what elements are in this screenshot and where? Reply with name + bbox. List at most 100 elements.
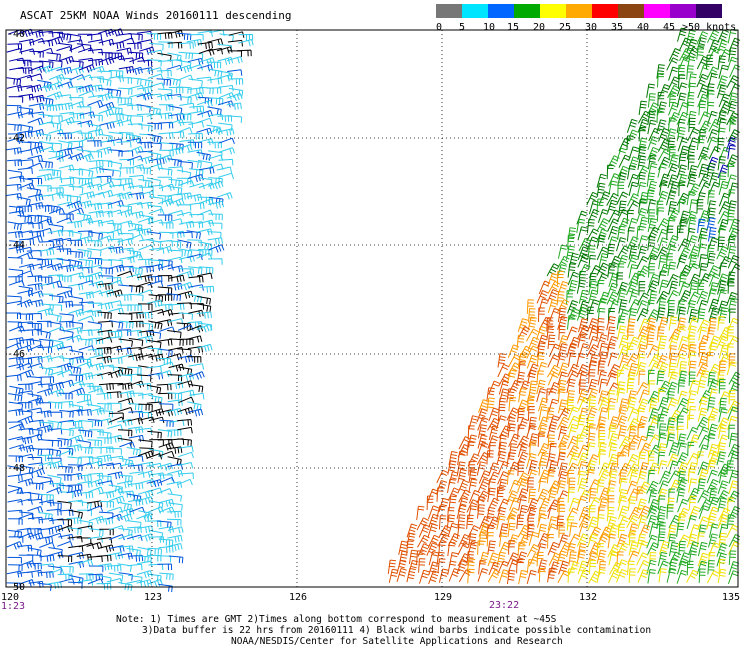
wind-barb (167, 146, 184, 155)
wind-barb (38, 461, 55, 469)
wind-barb (99, 245, 116, 254)
wind-barb (526, 396, 535, 412)
wind-barb (687, 343, 697, 359)
wind-barb (146, 384, 162, 394)
wind-barb (668, 479, 681, 494)
wind-barb (638, 281, 646, 296)
wind-barb (526, 424, 537, 439)
wind-barb (666, 504, 674, 519)
wind-barb (446, 514, 456, 529)
wind-barb (556, 452, 566, 467)
wind-barb (637, 171, 646, 187)
wind-barb (197, 41, 213, 50)
wind-barb (37, 388, 53, 397)
wind-barb (148, 529, 164, 539)
wind-barb (216, 192, 233, 200)
wind-barb (68, 321, 84, 330)
wind-barb (36, 65, 53, 74)
wind-barb (646, 425, 656, 440)
wind-barb (76, 474, 92, 482)
wind-barb (506, 514, 516, 529)
wind-barb (547, 487, 558, 502)
wind-barb (516, 472, 529, 486)
wind-barb (69, 112, 85, 120)
wind-barb (159, 572, 174, 581)
wind-barb (139, 46, 155, 55)
wind-barb (157, 294, 173, 301)
wind-barb (678, 513, 686, 528)
wind-barb (646, 83, 655, 98)
wind-barb (697, 516, 709, 530)
wind-barb (637, 569, 649, 583)
wind-barb (686, 65, 694, 80)
wind-barb (557, 371, 568, 386)
wind-barb (7, 221, 22, 231)
wind-barb (716, 490, 730, 504)
wind-barb (219, 33, 234, 42)
wind-barb (87, 486, 104, 494)
wind-barb (508, 443, 518, 458)
wind-barb (598, 397, 610, 412)
wind-barb (498, 541, 511, 556)
wind-barb (679, 48, 692, 62)
wind-barb (697, 426, 710, 440)
wind-barb (26, 250, 42, 257)
wind-barb (557, 425, 568, 441)
wind-barb (679, 210, 690, 225)
wind-barb (119, 167, 134, 174)
wind-barb (157, 214, 173, 222)
wind-barb (697, 308, 706, 323)
wind-barb (637, 235, 648, 250)
wind-barb (648, 397, 658, 413)
wind-barb (156, 92, 173, 101)
wind-barb (466, 499, 479, 513)
wind-barb (158, 583, 173, 593)
wind-barb (696, 199, 704, 214)
wind-barb (686, 235, 698, 249)
wind-barb (587, 318, 599, 332)
wind-barb (607, 263, 616, 278)
wind-barb (658, 173, 670, 188)
wind-barb (188, 87, 204, 95)
wind-barb (486, 524, 495, 539)
lon-label-132: 132 (579, 592, 597, 603)
wind-barb (109, 184, 125, 191)
wind-barb (207, 222, 223, 230)
wind-barb (127, 366, 142, 374)
wind-barb (587, 361, 597, 376)
wind-barb (119, 320, 134, 329)
wind-barb (49, 482, 64, 490)
wind-barb (118, 367, 133, 376)
wind-barb (668, 181, 680, 196)
wind-barb (718, 532, 727, 548)
wind-barb (596, 568, 606, 584)
wind-barb (537, 443, 550, 457)
wind-barb (87, 309, 103, 318)
wind-barb (457, 444, 470, 458)
wind-barb (428, 513, 440, 528)
wind-barb (638, 370, 646, 386)
wind-barb (649, 415, 661, 430)
wind-barb (617, 254, 629, 269)
wind-barb (527, 498, 539, 513)
wind-barb (96, 355, 112, 364)
wind-barb (617, 245, 630, 259)
wind-barb (38, 113, 53, 122)
wind-barb (676, 560, 688, 575)
wind-barb (27, 569, 43, 577)
wind-barb (87, 151, 102, 158)
wind-barb (726, 75, 740, 89)
wind-barb (108, 106, 123, 115)
wind-barb (727, 297, 738, 312)
wind-barb (457, 450, 466, 466)
wind-barb (138, 265, 155, 273)
wind-barb (527, 477, 535, 492)
wind-barb (728, 92, 738, 107)
wind-barb (668, 334, 680, 349)
wind-barb (477, 496, 485, 511)
wind-barb (467, 425, 475, 440)
wind-barb (716, 543, 728, 557)
wind-barb (688, 308, 698, 324)
wind-barb (108, 113, 124, 121)
wind-barb (36, 329, 51, 339)
